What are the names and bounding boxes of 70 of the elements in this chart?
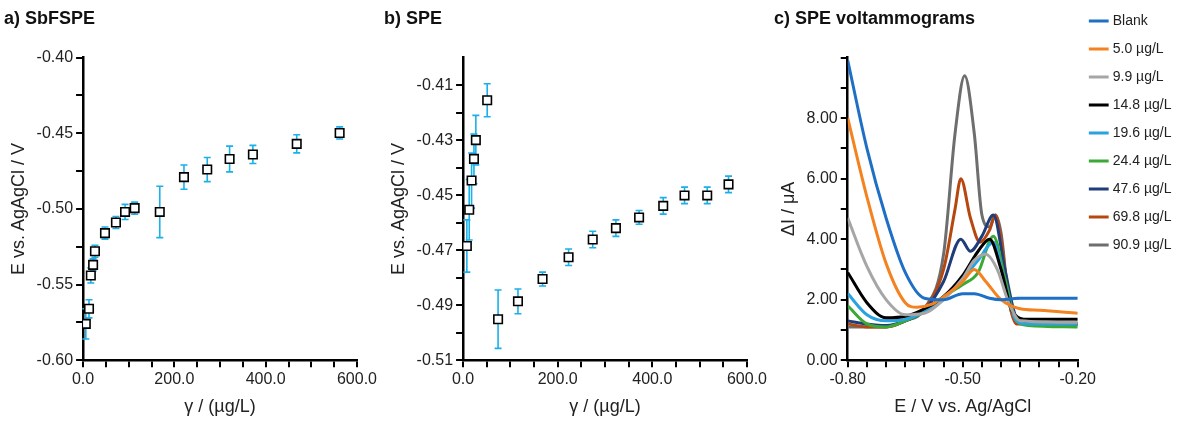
x-tick-label: 400.0 <box>245 370 286 388</box>
y-tick-label: 4.00 <box>806 229 838 247</box>
point <box>464 204 475 215</box>
legend-label: 14.8 µg/L <box>1112 95 1172 112</box>
point <box>247 149 258 160</box>
point <box>563 252 574 263</box>
y-tick-label: 0.00 <box>806 350 838 368</box>
y-tick-label: -0.55 <box>36 274 74 292</box>
legend-label: Blank <box>1112 11 1149 28</box>
point <box>202 164 213 175</box>
y-tick-label: -0.45 <box>416 185 454 203</box>
point <box>610 223 621 234</box>
x-tick-label: -0.80 <box>829 370 867 388</box>
y-tick-label: -0.43 <box>416 130 454 148</box>
y-axis-title: ΔI / μA <box>777 181 798 237</box>
y-tick-label: -0.50 <box>36 199 74 217</box>
point <box>154 206 165 217</box>
point <box>466 175 477 186</box>
x-tick-label: 0.0 <box>71 370 95 388</box>
point <box>120 206 131 217</box>
y-tick-label: -0.60 <box>36 350 74 368</box>
y-tick-label: -0.49 <box>416 295 454 313</box>
legend-label: 47.6 µg/L <box>1112 179 1172 196</box>
y-tick-label: 6.00 <box>806 169 838 187</box>
point <box>83 303 95 314</box>
y-axis-title: E vs. AgAgCl / V <box>7 142 28 275</box>
legend-label: 9.9 µg/L <box>1112 67 1164 84</box>
y-axis-title: E vs. AgAgCl / V <box>387 142 408 275</box>
x-tick-label: 600.0 <box>336 370 378 388</box>
x-axis-title: γ / (µg/L) <box>184 396 256 417</box>
x-tick-label: 200.0 <box>154 370 195 388</box>
line-series <box>847 59 1078 302</box>
x-axis-title: E / V vs. Ag/AgCl <box>894 396 1032 417</box>
point <box>291 138 302 149</box>
point <box>587 234 598 245</box>
chart-title: b) SPE <box>384 7 443 28</box>
legend-label: 69.8 µg/L <box>1112 207 1172 224</box>
point <box>482 95 493 106</box>
point <box>178 172 189 183</box>
y-tick-label: -0.51 <box>416 350 454 368</box>
point <box>658 200 669 211</box>
y-tick-label: -0.40 <box>36 48 74 66</box>
x-tick-label: -0.20 <box>1059 370 1097 388</box>
x-tick-label: 600.0 <box>726 370 768 388</box>
chart-title: c) SPE voltammograms <box>774 7 976 28</box>
y-tick-label: -0.45 <box>36 123 74 141</box>
x-axis-title: γ / (µg/L) <box>569 396 641 417</box>
point <box>723 179 734 190</box>
x-tick-label: 0.0 <box>451 370 475 388</box>
point <box>702 190 713 201</box>
line-series <box>847 116 1078 315</box>
chart-title: a) SbFSPE <box>4 7 96 28</box>
x-tick-label: 200.0 <box>537 370 578 388</box>
legend-label: 24.4 µg/L <box>1112 151 1172 168</box>
point <box>470 135 481 146</box>
point <box>512 296 523 307</box>
y-tick-label: 8.00 <box>806 108 838 126</box>
point <box>493 314 504 325</box>
point <box>463 241 472 252</box>
legend-label: 90.9 µg/L <box>1112 235 1172 252</box>
legend-label: 5.0 µg/L <box>1112 39 1164 56</box>
point <box>224 153 235 165</box>
y-tick-label: 2.00 <box>806 290 838 308</box>
y-tick-label: -0.41 <box>416 75 454 93</box>
point <box>679 190 690 201</box>
x-tick-label: -0.50 <box>944 370 982 388</box>
legend-label: 19.6 µg/L <box>1112 123 1172 140</box>
y-tick-label: -0.47 <box>416 240 454 258</box>
point <box>468 153 479 164</box>
x-tick-label: 400.0 <box>632 370 673 388</box>
